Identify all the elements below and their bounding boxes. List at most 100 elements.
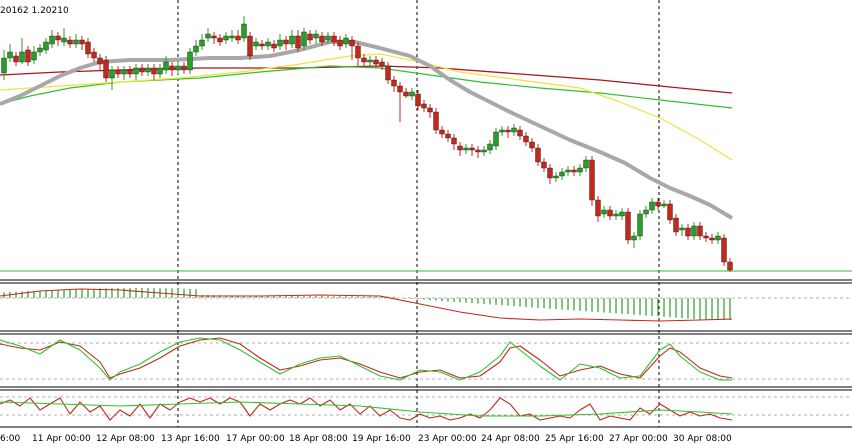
candle-body <box>649 201 655 211</box>
x-axis-tick-label: 30 Apr 08:00 <box>673 434 732 444</box>
candle-body <box>247 35 253 57</box>
x-axis: 6:00 11 Apr 00:00 12 Apr 08:00 13 Apr 16:00… <box>0 434 732 444</box>
candle-body <box>493 131 499 147</box>
candle-body <box>481 149 487 153</box>
candle-body <box>637 213 643 237</box>
x-axis-tick-label: 27 Apr 00:00 <box>609 434 668 444</box>
x-axis-tick-label: 18 Apr 08:00 <box>289 434 348 444</box>
candle-body <box>355 45 361 59</box>
candle-body <box>175 65 181 71</box>
candle-body <box>679 227 685 231</box>
candle-body <box>439 129 445 135</box>
candle-body <box>67 39 73 45</box>
candle-body <box>79 39 85 45</box>
candle-body <box>535 147 541 163</box>
candle-body <box>223 35 229 41</box>
candle-body <box>169 65 175 71</box>
candle-body <box>613 213 619 217</box>
candle-body <box>361 57 367 63</box>
candle-body <box>121 69 127 75</box>
candles <box>1 16 733 272</box>
candle-body <box>565 169 571 173</box>
candle-body <box>703 235 709 239</box>
candle-body <box>403 91 409 97</box>
candle-body <box>103 59 109 79</box>
candle-body <box>721 237 727 263</box>
candle-body <box>181 65 187 71</box>
ma-green-line <box>0 65 733 109</box>
candle-body <box>157 67 163 75</box>
x-axis-tick-label: 12 Apr 08:00 <box>96 434 155 444</box>
x-axis-tick-label: 17 Apr 00:00 <box>226 434 285 444</box>
candle-body <box>709 237 715 241</box>
candle-body <box>391 79 397 87</box>
x-axis-tick-label: 24 Apr 08:00 <box>481 434 540 444</box>
candle-body <box>607 209 613 217</box>
candle-body <box>517 129 523 137</box>
candle-body <box>367 59 373 63</box>
candle-body <box>631 235 637 241</box>
candle-body <box>415 93 421 107</box>
candle-body <box>301 31 307 47</box>
candle-body <box>127 69 133 75</box>
x-axis-tick-label: 6:00 <box>0 434 20 444</box>
candle-body <box>307 33 313 41</box>
candle-body <box>691 225 697 237</box>
candle-body <box>427 107 433 113</box>
candle-body <box>445 133 451 139</box>
candle-body <box>505 129 511 133</box>
candle-body <box>655 201 661 207</box>
candle-body <box>523 135 529 143</box>
x-axis-tick-label: 13 Apr 16:00 <box>161 434 220 444</box>
candle-body <box>601 209 607 215</box>
candle-body <box>331 35 337 43</box>
candle-body <box>583 159 589 169</box>
candle-body <box>85 41 91 55</box>
candle-body <box>463 147 469 151</box>
candle-body <box>205 33 211 39</box>
rsi-signal-line <box>0 401 733 417</box>
signal-line <box>0 288 733 322</box>
candle-body <box>145 67 151 73</box>
candle-body <box>295 35 301 49</box>
candle-body <box>667 203 673 221</box>
candle-body <box>61 37 67 43</box>
candle-body <box>421 103 427 109</box>
candle-body <box>529 141 535 149</box>
candle-body <box>55 35 61 41</box>
histogram-oscillator-panel <box>0 288 733 322</box>
ma-yellow-line <box>0 53 733 161</box>
candle-body <box>595 199 601 217</box>
candle-body <box>241 23 247 39</box>
candle-body <box>349 39 355 47</box>
period-separators <box>177 0 660 427</box>
candle-body <box>229 35 235 39</box>
candle-body <box>199 39 205 47</box>
candle-body <box>625 211 631 241</box>
candle-body <box>7 51 13 59</box>
candle-body <box>697 225 703 237</box>
candle-body <box>433 111 439 131</box>
candle-body <box>235 35 241 41</box>
candle-body <box>133 67 139 75</box>
stoch-d-line <box>0 337 732 381</box>
candle-body <box>673 217 679 233</box>
candle-body <box>73 39 79 45</box>
candle-body <box>193 45 199 53</box>
candle-body <box>343 37 349 45</box>
candle-body <box>265 41 271 47</box>
candle-body <box>619 211 625 217</box>
candle-body <box>589 159 595 201</box>
candle-body <box>487 143 493 151</box>
candle-body <box>577 167 583 173</box>
candle-body <box>379 61 385 67</box>
candle-body <box>661 203 667 207</box>
candle-body <box>715 235 721 241</box>
rsi-panel <box>0 397 733 421</box>
x-axis-tick-label: 23 Apr 00:00 <box>418 434 477 444</box>
candle-body <box>151 67 157 75</box>
candle-body <box>271 43 277 49</box>
candle-body <box>571 169 577 173</box>
candle-body <box>283 39 289 45</box>
